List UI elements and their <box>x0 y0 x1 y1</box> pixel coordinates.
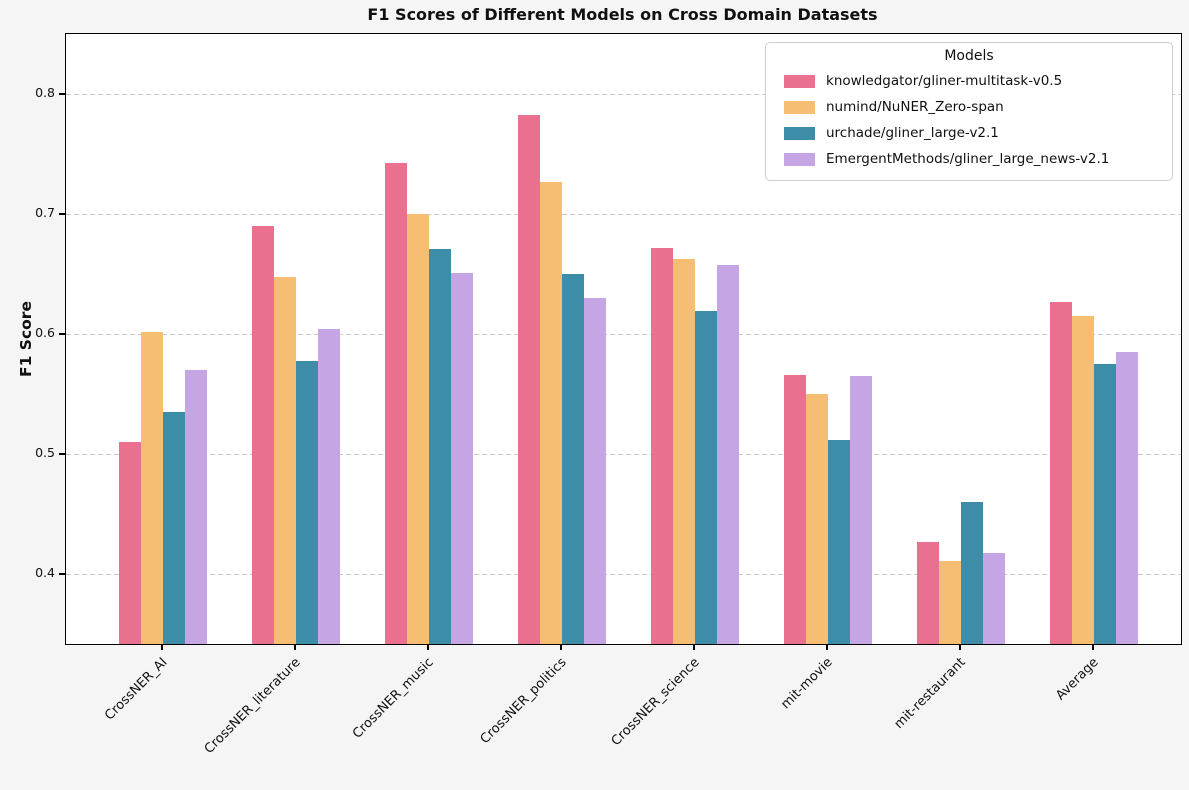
bar <box>141 331 163 644</box>
bar <box>1050 301 1072 644</box>
bar <box>651 247 673 644</box>
y-tick-mark <box>59 93 65 96</box>
legend-row: numind/NuNER_Zero-span <box>776 94 1162 120</box>
bar <box>451 273 473 644</box>
bar <box>119 442 141 644</box>
x-tick-mark <box>427 645 429 650</box>
bar <box>961 502 983 644</box>
x-tick-label: CrossNER_AI <box>102 655 171 724</box>
x-tick-label: CrossNER_music <box>349 655 437 742</box>
x-tick-mark <box>959 645 961 650</box>
bar <box>429 248 451 644</box>
legend-label: knowledgator/gliner-multitask-v0.5 <box>826 73 1063 89</box>
x-tick-label: CrossNER_literature <box>201 655 304 757</box>
legend-label: EmergentMethods/gliner_large_news-v2.1 <box>826 151 1110 167</box>
bar <box>983 552 1005 644</box>
x-tick-label: mit-movie <box>778 655 836 713</box>
bar <box>518 114 540 644</box>
bar <box>562 274 584 644</box>
bar <box>1072 316 1094 644</box>
x-tick-mark <box>161 645 163 650</box>
x-tick-mark <box>560 645 562 650</box>
gridline <box>66 573 1181 575</box>
legend-swatch-icon <box>784 152 815 166</box>
y-tick-label: 0.8 <box>35 85 55 101</box>
bar <box>828 439 850 644</box>
bar <box>673 258 695 644</box>
y-tick-mark <box>59 333 65 336</box>
x-tick-label: Average <box>1053 655 1102 704</box>
y-tick-label: 0.4 <box>35 565 55 581</box>
x-tick-mark <box>294 645 296 650</box>
y-tick-mark <box>59 453 65 456</box>
bar <box>318 329 340 644</box>
legend-swatch-icon <box>784 74 815 88</box>
legend-row: EmergentMethods/gliner_large_news-v2.1 <box>776 146 1162 172</box>
x-tick-label: CrossNER_politics <box>477 655 570 748</box>
legend-swatch-icon <box>784 100 815 114</box>
bar <box>1094 364 1116 644</box>
x-tick-mark <box>693 645 695 650</box>
bar <box>784 375 806 644</box>
gridline <box>66 333 1181 335</box>
gridline <box>66 93 1181 95</box>
bar <box>584 298 606 644</box>
y-tick-label: 0.7 <box>35 205 55 221</box>
bar <box>1116 352 1138 644</box>
y-tick-mark <box>59 213 65 216</box>
bar <box>695 311 717 644</box>
bar <box>917 541 939 644</box>
legend-title: Models <box>944 48 994 64</box>
chart-title: F1 Scores of Different Models on Cross D… <box>367 5 878 24</box>
gridline <box>66 453 1181 455</box>
y-tick-mark <box>59 573 65 576</box>
x-tick-label: mit-restaurant <box>891 655 969 732</box>
bar <box>296 360 318 644</box>
x-tick-mark <box>826 645 828 650</box>
bar <box>806 394 828 644</box>
legend-label: numind/NuNER_Zero-span <box>826 99 1004 115</box>
x-tick-mark <box>1092 645 1094 650</box>
legend-row: knowledgator/gliner-multitask-v0.5 <box>776 68 1162 94</box>
bar <box>850 376 872 644</box>
legend-row: urchade/gliner_large-v2.1 <box>776 120 1162 146</box>
bar <box>717 264 739 644</box>
bar <box>252 226 274 644</box>
x-tick-label: CrossNER_science <box>608 655 703 750</box>
bar <box>274 276 296 644</box>
bar <box>939 561 961 644</box>
legend-label: urchade/gliner_large-v2.1 <box>826 125 999 141</box>
bar <box>407 214 429 644</box>
gridline <box>66 213 1181 215</box>
bar <box>163 412 185 644</box>
y-tick-label: 0.5 <box>35 445 55 461</box>
legend-swatch-icon <box>784 126 815 140</box>
bar <box>185 370 207 644</box>
legend: Models knowledgator/gliner-multitask-v0.… <box>765 42 1173 181</box>
bar <box>540 181 562 644</box>
bar <box>385 162 407 644</box>
y-tick-label: 0.6 <box>35 325 55 341</box>
legend-rows: knowledgator/gliner-multitask-v0.5 numind… <box>776 68 1162 172</box>
